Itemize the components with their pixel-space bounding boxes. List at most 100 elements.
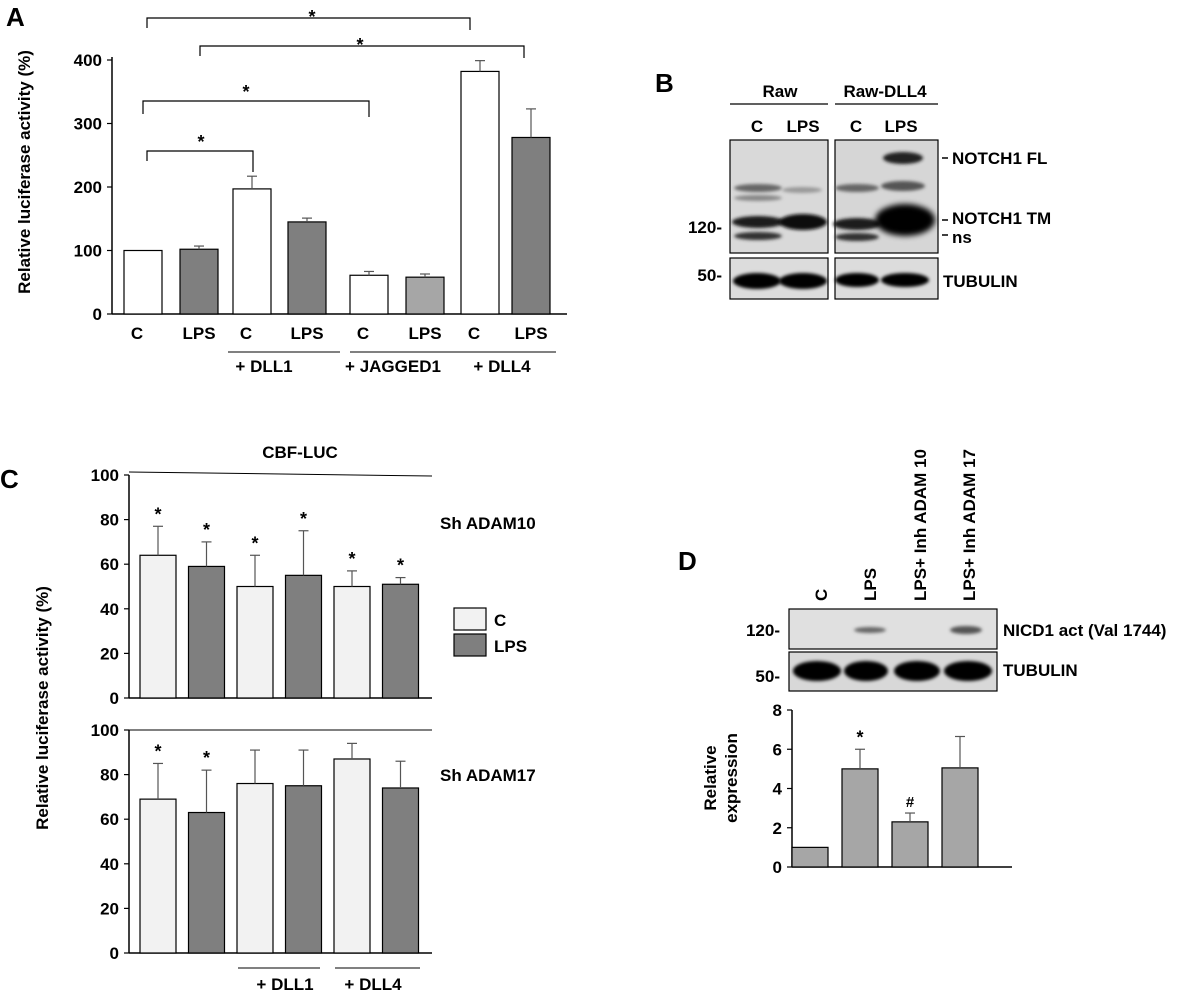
panel-a-bracket-1-star: * <box>308 7 315 27</box>
panel-a-bar-8 <box>511 136 551 315</box>
panel-a-bracket-2 <box>199 45 525 58</box>
panel-b-lane-4: LPS <box>884 117 917 136</box>
panel-c-sub1-significance-2: * <box>203 520 210 540</box>
panel-c-letter: C <box>0 464 19 494</box>
panel-c-sub2-bar-3 <box>236 782 274 954</box>
panel-c-sub1-bar-5 <box>333 585 371 699</box>
panel-d-bar-1 <box>791 846 829 868</box>
panel-b-group-rawdll4: Raw-DLL4 <box>843 82 927 101</box>
panel-b-band-notch1-tm: NOTCH1 TM <box>952 209 1051 228</box>
panel-a-bracket-4 <box>146 150 254 172</box>
panel-c-legend-swatch-c <box>453 607 487 631</box>
panel-d-band-nicd1: NICD1 act (Val 1744) <box>1003 621 1166 640</box>
panel-d-blot-nicd1 <box>788 608 998 650</box>
panel-c-sub1-ytick-label-3: 60 <box>100 555 119 574</box>
panel-b-lane-2: LPS <box>786 117 819 136</box>
panel-c-sub1-significance-4: * <box>300 509 307 529</box>
panel-c-sub1-bar-3 <box>236 585 274 699</box>
panel-c-sub2-ytick-label-4: 80 <box>100 766 119 785</box>
panel-c-sub2-ytick-label-5: 100 <box>91 721 119 740</box>
panel-c-subplot-label-adam17: Sh ADAM17 <box>440 766 536 785</box>
panel-a-bracket-3-star: * <box>242 82 249 102</box>
panel-c-header: CBF-LUC <box>262 443 338 462</box>
panel-c-subplot-label-adam10: Sh ADAM10 <box>440 514 536 533</box>
panel-a-xlabel-8: LPS <box>514 324 547 343</box>
panel-a-group-dll4: + DLL4 <box>473 357 531 376</box>
panel-d-marker-50: 50- <box>755 667 780 686</box>
panel-c-sub2-bar-1 <box>139 798 177 954</box>
panel-d-ytick-label-2: 4 <box>773 780 783 799</box>
panel-c-sub1-significance-3: * <box>251 533 258 553</box>
panel-c-sub1-bar-6 <box>381 583 420 699</box>
panel-d-ytick-label-0: 0 <box>773 858 782 877</box>
panel-a-bar-7 <box>460 70 500 315</box>
panel-a-bar-5 <box>349 274 389 315</box>
panel-c-sub2-ytick-label-0: 0 <box>110 944 119 963</box>
panel-c-sub1-ytick-label-5: 100 <box>91 466 119 485</box>
panel-c-sub1-bar-4 <box>284 574 323 699</box>
panel-d-ylabel-line2: expression <box>722 733 741 823</box>
panel-a: A Relative luciferase activity (%) 0 100 2… <box>6 2 567 376</box>
panel-c-sub1-significance-6: * <box>397 556 404 576</box>
panel-c-sub1-ytick-label-0: 0 <box>110 689 119 708</box>
panel-b-marker-50: 50- <box>697 266 722 285</box>
panel-d-significance-3: # <box>906 794 915 811</box>
panel-d-ytick-label-3: 6 <box>773 740 782 759</box>
panel-d-lane-1: C <box>812 589 831 601</box>
panel-a-bracket-3 <box>142 100 370 117</box>
panel-d-bar-4 <box>941 767 979 868</box>
panel-d-marker-120: 120- <box>746 621 780 640</box>
panel-a-group-dll1: + DLL1 <box>235 357 292 376</box>
panel-c-group-dll4: + DLL4 <box>344 975 402 994</box>
panel-d-bar-3 <box>891 821 929 868</box>
panel-a-bracket-1 <box>146 17 471 30</box>
panel-d-ytick-label-1: 2 <box>773 819 782 838</box>
panel-c-sub2-ytick-label-1: 20 <box>100 899 119 918</box>
panel-c-ylabel: Relative luciferase activity (%) <box>33 586 52 830</box>
panel-c-legend-swatch-lps <box>453 633 487 657</box>
panel-c-sub2-significance-2: * <box>203 748 210 768</box>
panel-c-sub1-significance-1: * <box>154 504 161 524</box>
panel-a-xlabel-2: LPS <box>182 324 215 343</box>
panel-c-sub2-ytick-label-2: 40 <box>100 855 119 874</box>
panel-d-lane-2: LPS <box>861 568 880 601</box>
panel-a-ytick-label-0: 0 <box>93 305 102 324</box>
panel-a-xlabel-4: LPS <box>290 324 323 343</box>
panel-a-ytick-label-1: 100 <box>74 242 102 261</box>
panel-a-bar-3 <box>232 188 272 315</box>
panel-c-legend-label-c: C <box>494 611 506 630</box>
panel-c: C CBF-LUC Relative luciferase activity (… <box>0 443 536 994</box>
panel-c-sub2-bar-5 <box>333 758 371 954</box>
panel-c-sub1-ytick-label-2: 40 <box>100 600 119 619</box>
panel-c-header-line <box>128 471 433 477</box>
panel-c-legend-label-lps: LPS <box>494 637 527 656</box>
panel-a-ytick-label-3: 300 <box>74 115 102 134</box>
panel-b-band-tubulin: TUBULIN <box>943 272 1018 291</box>
panel-a-ylabel: Relative luciferase activity (%) <box>15 50 34 294</box>
panel-a-xlabel-6: LPS <box>408 324 441 343</box>
panel-b: B Raw Raw-DLL4 C LPS C LPS <box>655 68 1051 300</box>
panel-d-blot-tubulin <box>788 651 998 692</box>
panel-a-bracket-2-star: * <box>356 35 363 55</box>
panel-d-letter: D <box>678 546 697 576</box>
panel-b-band-notch1-fl: NOTCH1 FL <box>952 149 1047 168</box>
panel-a-bar-2 <box>179 248 219 315</box>
panel-a-ytick-label-4: 400 <box>74 51 102 70</box>
panel-d-ylabel-line1: Relative <box>701 745 720 810</box>
panel-b-lane-3: C <box>850 117 862 136</box>
panel-a-letter: A <box>6 2 25 32</box>
panel-c-sub1-bar-2 <box>187 565 226 699</box>
panel-c-sub1-significance-5: * <box>348 549 355 569</box>
panel-c-sub1-bar-1 <box>139 554 177 699</box>
panel-b-blot-notch1 <box>729 139 939 254</box>
panel-c-sub2-bar-4 <box>284 785 323 954</box>
panel-b-band-ns: ns <box>952 228 972 247</box>
panel-d-band-tubulin: TUBULIN <box>1003 661 1078 680</box>
panel-b-letter: B <box>655 68 674 98</box>
panel-b-lane-1: C <box>751 117 763 136</box>
panel-a-xlabel-3: C <box>240 324 252 343</box>
panel-a-bracket-4-star: * <box>197 132 204 152</box>
panel-d-lane-3: LPS+ Inh ADAM 10 <box>911 449 930 601</box>
panel-d-lane-4: LPS+ Inh ADAM 17 <box>960 449 979 601</box>
